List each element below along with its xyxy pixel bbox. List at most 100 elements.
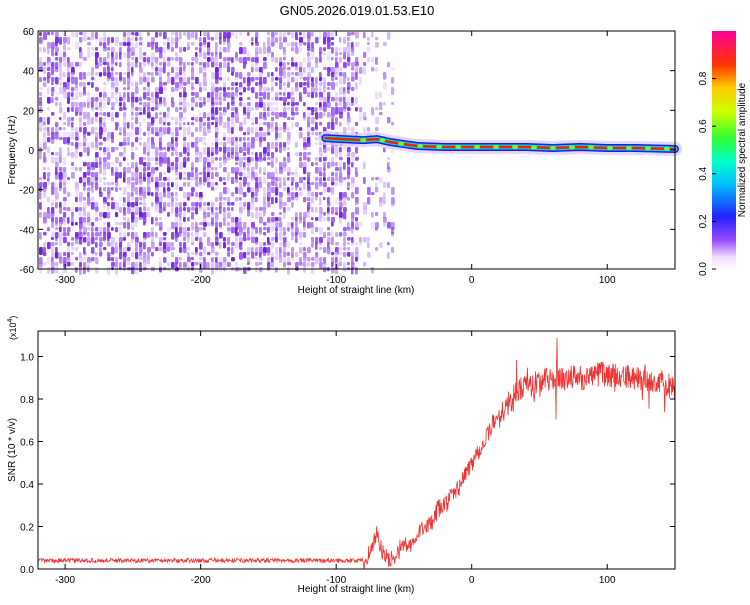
noise-cell [251,77,255,82]
noise-cell [251,137,255,143]
noise-cell [295,107,299,112]
noise-cell [155,222,159,227]
noise-cell [347,237,351,241]
noise-cell [79,112,83,116]
noise-cell [99,157,102,165]
noise-cell [311,197,315,204]
noise-cell [63,202,67,207]
noise-cell [95,217,99,222]
noise-cell [231,257,235,262]
noise-cell [227,122,230,128]
noise-cell [267,107,270,112]
noise-cell [331,207,335,215]
noise-cell [143,212,147,218]
noise-cell [319,112,323,119]
noise-cell [47,257,50,265]
noise-cell [59,152,62,158]
y-tick-label: 0.6 [20,438,34,449]
noise-cell [159,67,163,73]
noise-cell [155,147,159,153]
noise-cell [99,147,103,151]
noise-cell [335,52,339,57]
noise-cell [247,102,251,107]
noise-cell [51,267,55,274]
noise-cell [155,42,159,49]
noise-cell [315,177,319,181]
y-tick-label: -40 [20,225,35,236]
noise-cell [119,247,123,253]
noise-cell [47,197,50,203]
noise-cell [191,122,195,126]
noise-cell [259,242,263,248]
noise-cell [171,192,174,197]
noise-cell [335,252,338,258]
noise-cell [307,42,311,49]
noise-cell [279,92,282,96]
noise-cell [299,82,303,88]
noise-cell [331,192,334,196]
noise-cell [295,62,298,68]
noise-cell [199,117,203,123]
noise-cell [347,37,350,42]
noise-cell [303,262,307,268]
noise-cell [139,252,142,257]
noise-cell [191,167,194,173]
noise-cell [159,182,163,188]
noise-cell [247,72,251,77]
noise-cell [67,37,71,45]
noise-cell [299,242,303,246]
y-tick-label: 1.0 [20,353,34,364]
noise-cell [347,127,351,131]
noise-cell [247,132,250,136]
noise-cell [123,187,127,195]
noise-cell [131,62,135,69]
noise-cell [75,257,79,261]
noise-cell [159,267,162,273]
noise-cell [363,162,366,170]
noise-cell [91,127,95,135]
noise-cell [159,197,163,203]
noise-cell [291,87,295,95]
noise-cell [363,32,366,39]
noise-cell [243,192,247,198]
noise-cell [183,177,187,181]
noise-cell [331,222,334,227]
noise-cell [55,252,59,259]
noise-cell [159,87,163,95]
noise-cell [231,142,235,147]
noise-cell [379,197,383,203]
y-tick-label: 60 [23,27,35,38]
noise-cell [267,162,271,166]
noise-cell [223,212,227,218]
noise-cell [95,47,98,51]
noise-cell [195,227,199,233]
snr-chart: -300 -200 -100 0 100 0.00.20.40.60.81.0 Heig… [7,316,676,595]
noise-cell [295,232,298,238]
noise-cell [107,112,111,118]
noise-cell [335,47,339,54]
noise-cell [123,222,127,229]
noise-cell [231,217,235,223]
noise-cell [235,162,239,166]
noise-cell [87,242,91,247]
noise-cell [67,97,71,104]
noise-cell [199,52,203,58]
noise-cell [55,237,58,242]
noise-cell [275,67,278,72]
noise-cell [287,132,291,140]
noise-cell [159,257,162,264]
noise-cell [295,262,299,268]
noise-cell [171,57,175,61]
noise-cell [127,222,130,230]
noise-cell [227,222,231,227]
noise-cell [83,137,87,142]
noise-cell [191,132,194,138]
noise-cell [343,52,347,60]
noise-cell [347,162,350,169]
noise-cell [47,212,51,219]
noise-cell [283,92,286,97]
noise-cell [391,122,395,126]
noise-cell [191,262,195,267]
noise-cell [199,42,203,47]
noise-cell [375,67,379,72]
